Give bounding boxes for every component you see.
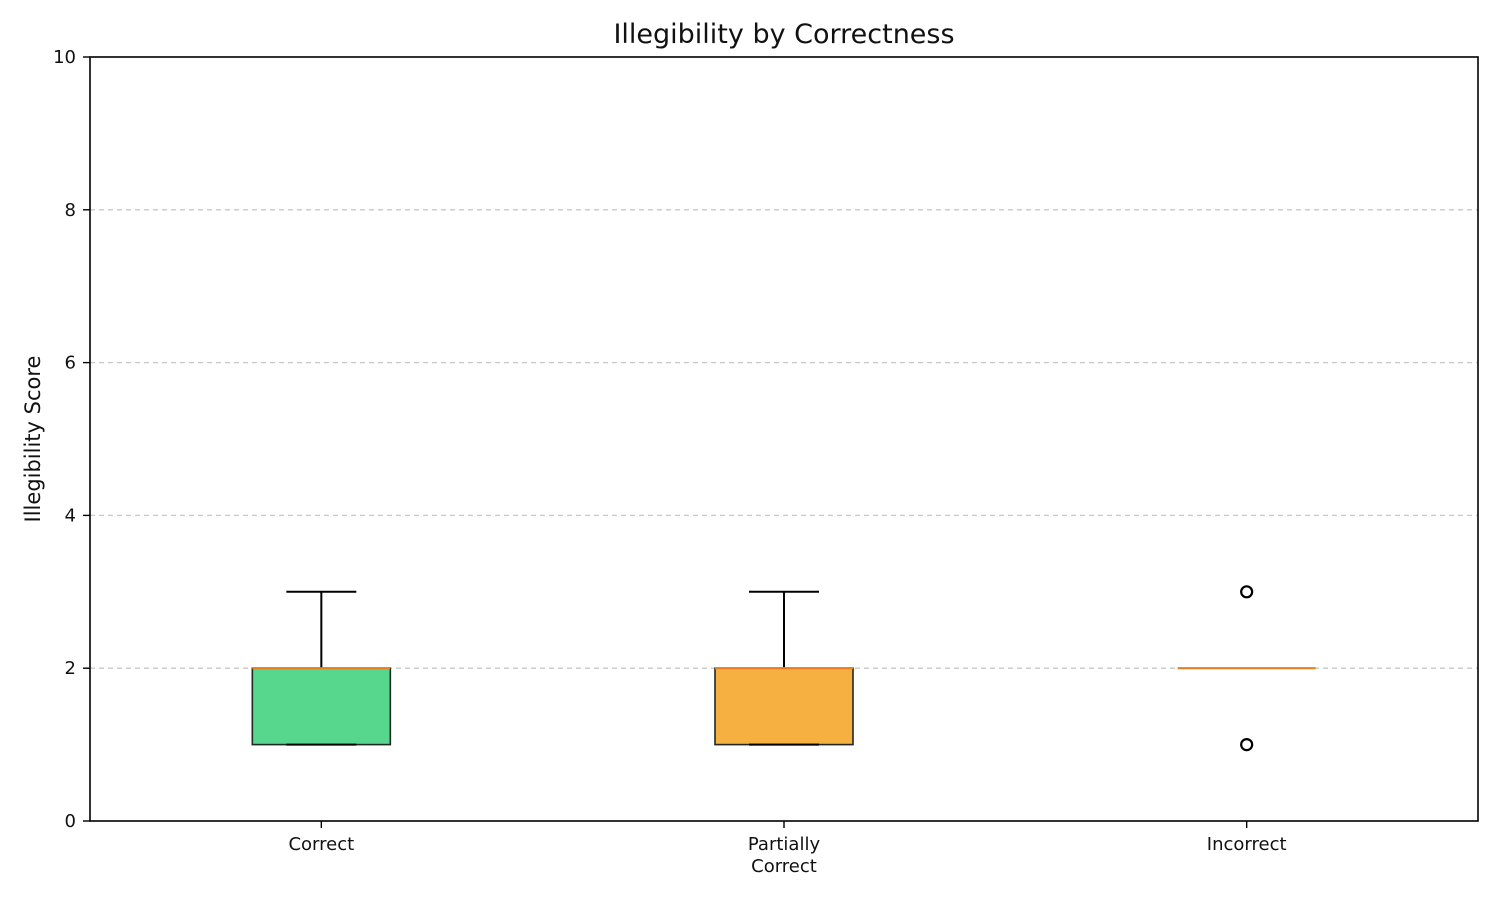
y-tick-label: 8 [65, 200, 76, 221]
chart-title: Illegibility by Correctness [613, 19, 954, 50]
y-tick-label: 10 [53, 47, 76, 68]
x-tick-label: Correct [288, 834, 354, 855]
y-axis-label: Illegibility Score [21, 356, 45, 523]
outlier-point [1240, 737, 1254, 752]
box-iqr [714, 667, 854, 746]
box-1 [714, 590, 854, 746]
box-series [251, 585, 1316, 752]
outlier-point [1240, 585, 1254, 599]
y-tick-label: 0 [65, 811, 76, 832]
y-tick-label: 6 [65, 353, 76, 374]
x-tick-label: Correct [751, 856, 817, 877]
box-iqr [251, 667, 392, 746]
y-tick-label: 2 [65, 658, 76, 679]
y-tick-label: 4 [65, 505, 76, 526]
x-tick-label: Incorrect [1207, 834, 1287, 855]
box-0 [251, 590, 392, 746]
box-2 [1177, 585, 1316, 752]
x-tick-label: Partially [748, 834, 821, 855]
